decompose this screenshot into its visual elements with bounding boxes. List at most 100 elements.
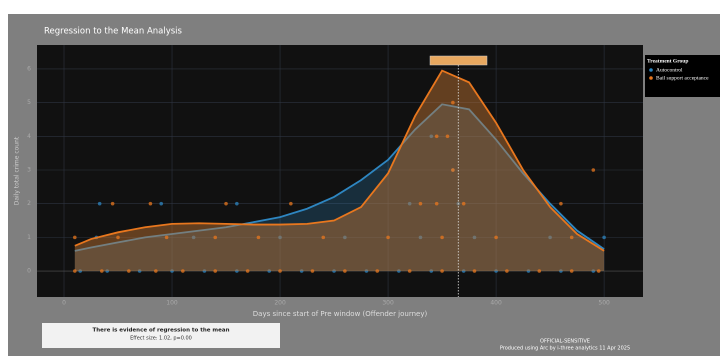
data-point: [407, 201, 412, 206]
data-point: [148, 201, 153, 206]
data-point: [100, 269, 104, 273]
data-point: [137, 269, 142, 273]
data-point: [494, 269, 498, 273]
data-point: [267, 269, 272, 273]
footer-text: OFFICIAL-SENSITIVE: [540, 339, 590, 345]
chart-title: Regression to the Mean Analysis: [44, 27, 183, 37]
data-point: [451, 168, 455, 172]
data-point: [245, 269, 250, 273]
data-point: [461, 269, 466, 273]
y-tick-label: 4: [27, 133, 31, 140]
data-point: [375, 269, 380, 273]
data-point: [73, 269, 77, 273]
data-point: [537, 269, 542, 273]
y-tick-label: 3: [27, 166, 31, 173]
data-point: [364, 269, 369, 273]
data-point: [213, 269, 218, 273]
data-point: [429, 269, 434, 273]
data-point: [127, 269, 131, 273]
data-point: [78, 269, 83, 273]
data-point: [397, 269, 401, 273]
data-point: [310, 269, 315, 273]
y-axis-label: Daily total crime count: [14, 136, 21, 205]
data-point: [434, 134, 439, 139]
data-point: [429, 134, 434, 139]
data-point: [440, 235, 444, 240]
data-point: [418, 235, 423, 240]
data-point: [343, 235, 347, 240]
data-point: [569, 269, 574, 273]
data-point: [213, 235, 218, 240]
data-point: [596, 269, 601, 273]
legend-label: Bail support acceptance: [656, 75, 709, 81]
note-text: Effect size: 1.02, p=0.00: [130, 336, 192, 342]
y-tick-label: 1: [27, 234, 31, 241]
legend: [645, 55, 720, 97]
x-tick-label: 100: [166, 300, 178, 307]
x-tick-label: 500: [598, 300, 610, 307]
plot-area: [37, 45, 643, 297]
data-point: [116, 235, 120, 240]
data-point: [602, 235, 606, 240]
data-point: [418, 201, 423, 206]
data-point: [235, 201, 239, 206]
y-tick-label: 5: [27, 99, 31, 106]
data-point: [407, 269, 412, 273]
data-point: [105, 269, 110, 273]
data-point: [472, 269, 477, 273]
footer-text: Produced using Arc by i-three analytics …: [500, 346, 630, 352]
data-point: [321, 235, 326, 240]
data-point: [526, 269, 531, 273]
data-point: [343, 269, 347, 273]
data-point: [235, 269, 239, 273]
data-point: [472, 235, 477, 240]
data-point: [569, 235, 574, 240]
data-point: [440, 269, 444, 273]
line: [74, 69, 605, 252]
data-point: [164, 235, 169, 240]
legend-marker: [649, 68, 653, 72]
data-point: [591, 168, 596, 172]
area: [74, 70, 605, 272]
data-point: [559, 201, 563, 206]
data-point: [332, 269, 336, 273]
data-point: [289, 201, 293, 206]
data-point: [451, 100, 455, 105]
data-point: [181, 269, 185, 273]
data-point: [494, 235, 498, 240]
legend-label: Autocontrol: [656, 67, 683, 73]
data-point: [170, 269, 174, 273]
y-tick-label: 2: [27, 200, 31, 207]
y-tick-label: 6: [27, 65, 31, 72]
data-point: [548, 235, 552, 240]
data-point: [224, 201, 228, 206]
legend-title: Treatment Group: [647, 58, 688, 64]
data-point: [386, 235, 390, 240]
data-point: [434, 201, 439, 206]
x-tick-label: 300: [382, 300, 394, 307]
x-tick-label: 0: [62, 300, 66, 307]
x-tick-label: 200: [274, 300, 286, 307]
data-point: [299, 269, 304, 273]
data-point: [278, 269, 282, 273]
data-point: [505, 269, 509, 273]
data-point: [110, 201, 115, 206]
x-tick-label: 400: [490, 300, 502, 307]
area: [74, 104, 605, 272]
data-point: [278, 235, 282, 240]
note-box: [42, 323, 280, 348]
data-point: [445, 134, 450, 139]
note-text: There is evidence of regression to the m…: [92, 328, 229, 334]
data-point: [154, 269, 158, 273]
x-axis-label: Days since start of Pre window (Offender…: [253, 310, 428, 318]
line: [74, 103, 605, 252]
data-point: [461, 201, 466, 206]
data-point: [559, 269, 563, 273]
data-point: [202, 269, 207, 273]
data-point: [591, 269, 596, 273]
data-point: [256, 235, 261, 240]
data-point: [159, 201, 164, 206]
legend-marker: [649, 76, 653, 80]
y-tick-label: 0: [27, 268, 31, 275]
